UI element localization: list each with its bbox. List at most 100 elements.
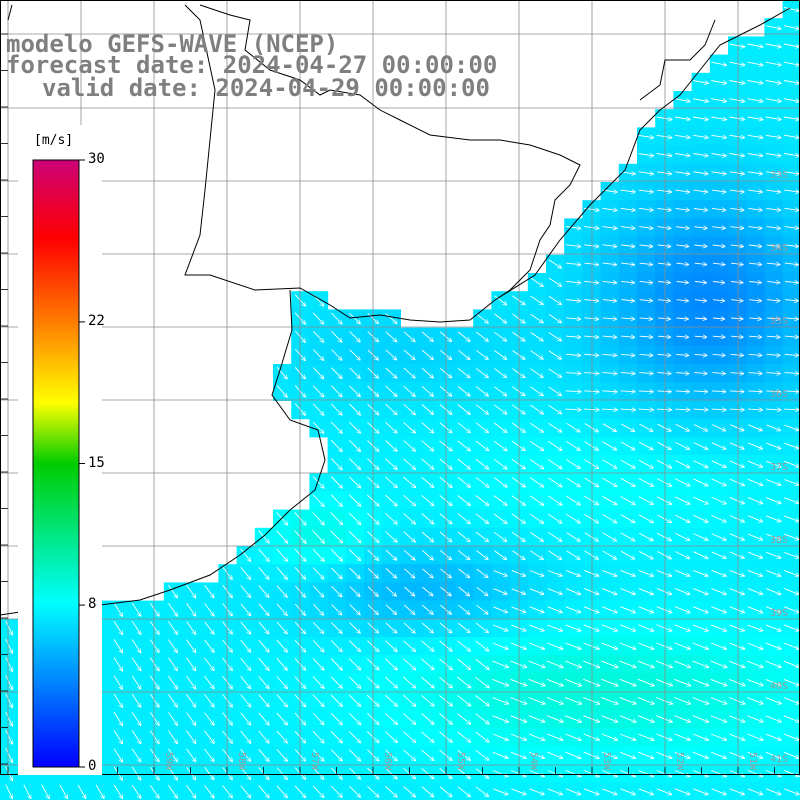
- wind-arrow: [638, 154, 654, 156]
- wind-arrow: [784, 190, 799, 192]
- wind-arrow: [747, 116, 763, 120]
- longitude-label: 56W: [382, 752, 393, 771]
- wind-arrow: [675, 172, 690, 174]
- field-cell: [764, 782, 784, 800]
- field-cell: [600, 782, 620, 800]
- wind-arrow: [729, 190, 744, 192]
- latitude-label: 36S: [770, 389, 788, 400]
- field-cell: [36, 782, 56, 800]
- field-cell: [436, 782, 456, 800]
- wind-arrow: [747, 43, 763, 47]
- field-cell: [273, 782, 292, 800]
- wind-arrow: [620, 208, 635, 210]
- field-cell: [637, 782, 656, 800]
- wind-arrow: [711, 80, 726, 84]
- colorbar-gradient: [32, 159, 80, 768]
- wind-arrow: [783, 6, 799, 10]
- wind-arrow: [693, 154, 708, 156]
- wind-arrow: [729, 135, 745, 137]
- field-cell: [582, 782, 602, 800]
- wind-arrow: [729, 154, 745, 156]
- field-cell: [127, 782, 147, 800]
- field-cell: [254, 782, 274, 800]
- latitude-label: 38S: [770, 535, 788, 546]
- wind-arrow: [747, 80, 763, 84]
- wind-arrow: [711, 135, 726, 137]
- wind-arrow: [675, 208, 690, 210]
- field-cell: [382, 782, 401, 800]
- wind-arrow: [765, 135, 781, 137]
- wind-arrow: [674, 135, 690, 137]
- wind-arrow: [747, 172, 763, 174]
- colorbar: [18, 125, 102, 775]
- field-cell: [455, 782, 474, 800]
- wind-arrow: [765, 25, 781, 29]
- longitude-label: 54W: [528, 752, 539, 771]
- title-valid-date: valid date: 2024-04-29 00:00:00: [42, 74, 490, 102]
- wind-arrow: [693, 172, 708, 174]
- field-cell: [400, 782, 420, 800]
- wind-arrow: [674, 116, 690, 120]
- field-cell: [746, 782, 765, 800]
- wind-arrow: [711, 61, 726, 65]
- latitude-label: 37S: [770, 462, 788, 473]
- longitude-label: 51W: [747, 752, 758, 771]
- colorbar-tick-label: 0: [88, 758, 97, 774]
- field-cell: [709, 782, 729, 800]
- wind-arrow: [765, 80, 781, 84]
- wind-arrow: [657, 190, 671, 192]
- field-cell: [564, 782, 583, 800]
- wind-arrow: [638, 208, 653, 210]
- colorbar-tick-label: 15: [88, 454, 105, 471]
- field-cell: [345, 782, 365, 800]
- longitude-label: 55W: [455, 752, 466, 771]
- wind-arrow: [783, 80, 799, 84]
- field-cell: [109, 782, 128, 800]
- longitude-label: 58W: [236, 752, 247, 771]
- wind-arrow: [656, 116, 672, 120]
- wind-arrow: [638, 190, 653, 192]
- field-cell: [182, 782, 201, 800]
- colorbar-tick-label: 8: [88, 596, 97, 613]
- wind-arrow: [729, 172, 745, 174]
- wind-arrow: [692, 98, 708, 102]
- latitude-label: 34S: [770, 243, 788, 254]
- wind-arrow: [675, 190, 689, 192]
- field-cell: [418, 782, 438, 800]
- wind-arrow: [747, 61, 763, 65]
- field-cell: [546, 782, 565, 800]
- wind-arrow: [747, 98, 763, 102]
- wind-arrow: [765, 98, 781, 102]
- field-cell: [509, 782, 529, 800]
- wind-arrow: [674, 98, 690, 102]
- field-cell: [364, 782, 383, 800]
- colorbar-units: [m/s]: [34, 133, 74, 148]
- field-cell: [691, 782, 711, 800]
- field-cell: [91, 782, 110, 800]
- field-cell: [145, 782, 165, 800]
- wind-arrow: [783, 116, 799, 120]
- latitude-label: 35S: [770, 316, 788, 327]
- wind-arrow: [711, 190, 726, 192]
- wind-arrow: [765, 43, 781, 47]
- field-cell: [327, 782, 347, 800]
- wind-arrow: [783, 98, 799, 102]
- field-cell: [527, 782, 547, 800]
- longitude-label: 59W: [163, 752, 174, 771]
- wind-arrow: [693, 190, 708, 192]
- wind-arrow: [711, 154, 727, 156]
- wind-arrow: [729, 61, 744, 65]
- field-cell: [728, 782, 747, 800]
- wind-arrow: [765, 116, 781, 120]
- field-cell: [72, 782, 92, 800]
- wind-arrow: [729, 98, 744, 102]
- wind-arrow: [693, 208, 708, 210]
- wind-arrow: [729, 116, 745, 120]
- wind-arrow: [656, 172, 672, 174]
- field-cell: [218, 782, 238, 800]
- wind-arrow: [784, 172, 799, 174]
- wind-arrow: [602, 208, 617, 210]
- wind-arrow: [784, 134, 799, 138]
